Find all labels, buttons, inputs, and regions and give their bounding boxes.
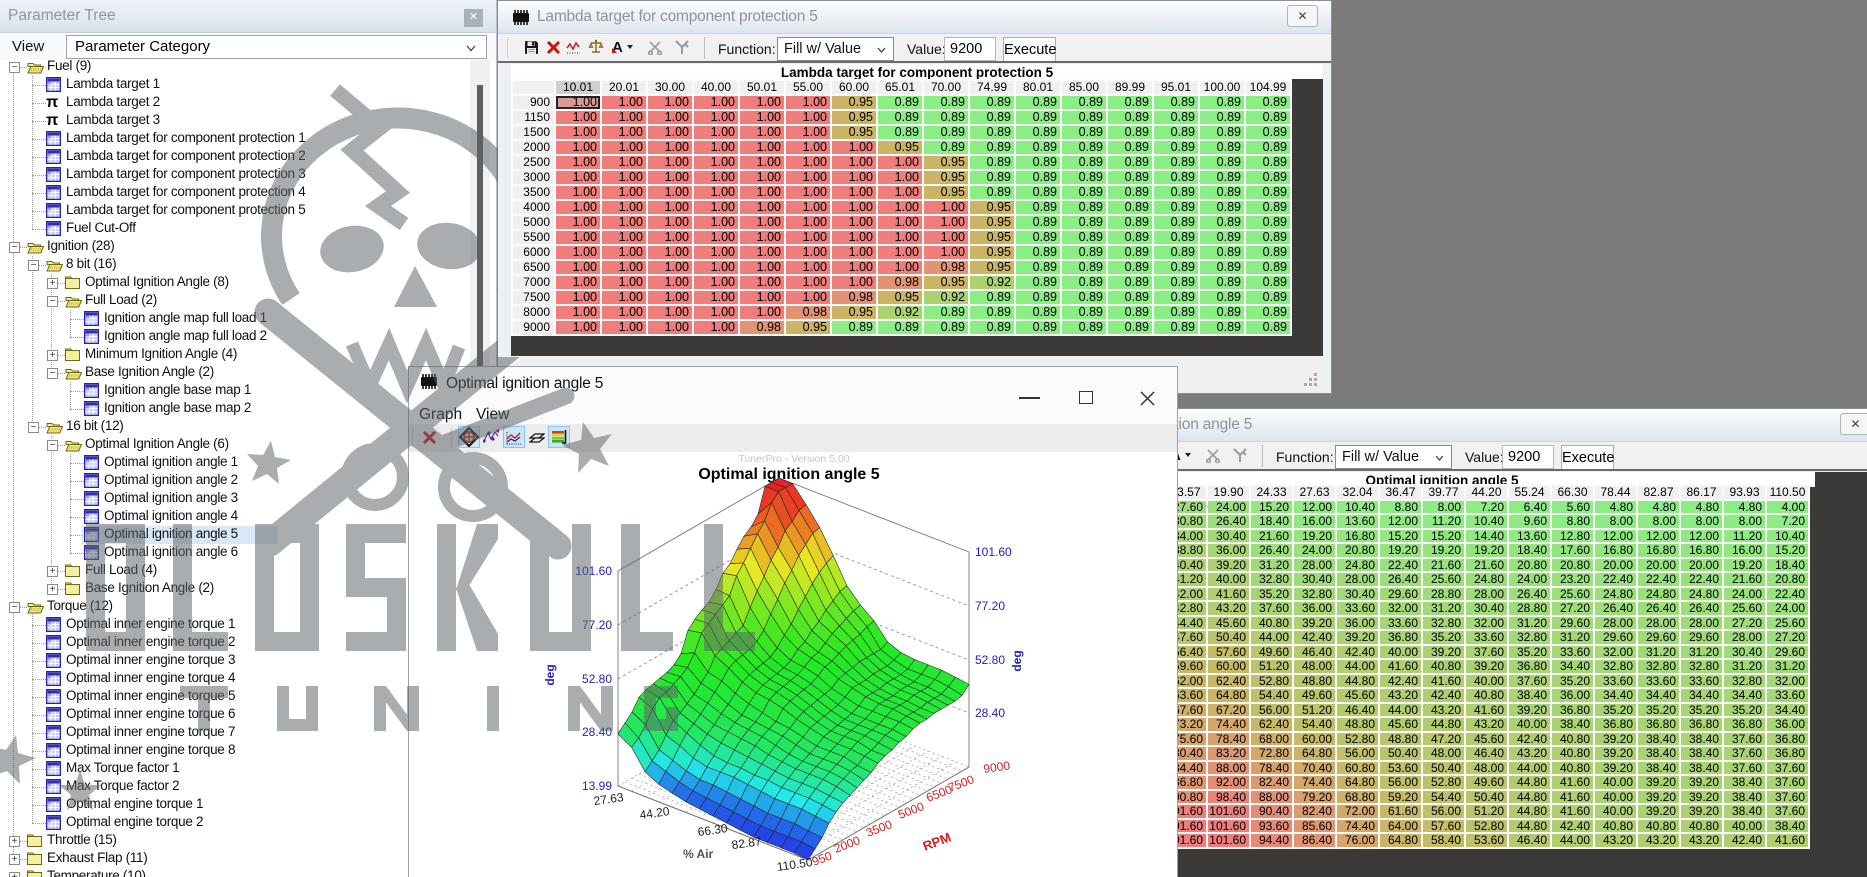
svg-text:deg: deg [1010,650,1024,671]
svg-text:13.99: 13.99 [582,779,612,793]
svg-text:3500: 3500 [864,817,894,840]
svg-text:9000: 9000 [982,758,1011,776]
svg-text:28.40: 28.40 [582,725,612,739]
svg-text:66.30: 66.30 [697,821,729,839]
svg-text:77.20: 77.20 [582,618,612,632]
svg-text:5000: 5000 [896,799,926,822]
svg-text:52.80: 52.80 [582,672,612,686]
svg-text:7500: 7500 [946,772,976,795]
svg-text:44.20: 44.20 [639,804,671,822]
svg-text:82.87: 82.87 [731,834,763,852]
svg-text:950: 950 [810,848,834,868]
svg-text:28.40: 28.40 [975,706,1005,720]
svg-text:% Air: % Air [683,847,714,861]
svg-text:27.63: 27.63 [593,790,625,808]
svg-text:deg: deg [543,664,557,685]
svg-text:77.20: 77.20 [975,599,1005,613]
svg-text:101.60: 101.60 [575,564,612,578]
svg-text:52.80: 52.80 [975,653,1005,667]
svg-text:110.50: 110.50 [776,855,814,874]
svg-text:2000: 2000 [832,833,862,856]
svg-text:RPM: RPM [921,829,953,853]
svg-text:101.60: 101.60 [975,545,1012,559]
